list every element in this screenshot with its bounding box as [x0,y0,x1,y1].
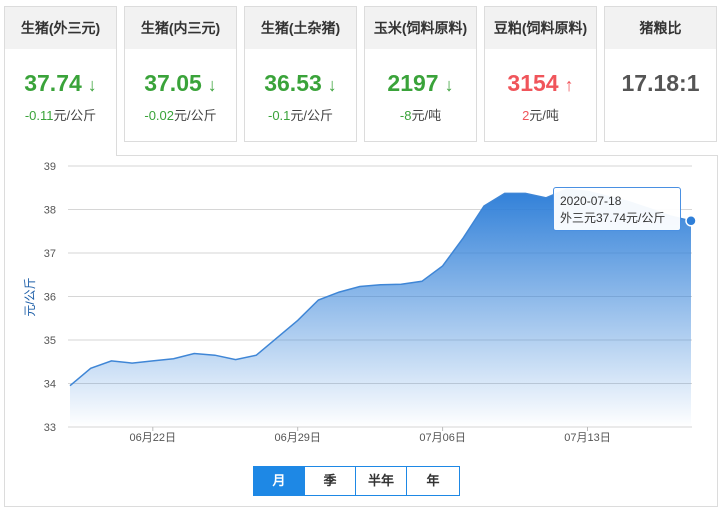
data-point[interactable] [234,358,238,362]
data-point[interactable] [213,353,217,357]
card-price-value: 37.05 [144,70,202,96]
card-change: 2元/吨 [522,108,559,123]
data-point[interactable] [482,204,486,208]
data-point[interactable] [503,191,507,195]
card-title: 生猪(土杂猪) [245,7,356,49]
y-axis-label: 元/公斤 [23,277,37,316]
card-price-value: 36.53 [264,70,322,96]
arrow-down-icon: ↓ [444,75,454,95]
price-card-0[interactable]: 生猪(外三元) 37.74 ↓ -0.11元/公斤 [4,6,117,156]
chart-tooltip: 2020-07-18 外三元37.74元/公斤 [553,187,681,231]
card-title: 豆粕(饲料原料) [485,7,596,49]
tooltip-date: 2020-07-18 [560,194,622,208]
arrow-up-icon: ↑ [564,75,574,95]
range-tab-0[interactable]: 月 [254,467,305,495]
x-tick-label: 07月06日 [419,432,465,444]
y-tick-label: 35 [44,335,56,347]
data-point[interactable] [109,359,113,363]
data-point[interactable] [296,318,300,322]
card-price: 36.53 ↓ [245,69,356,97]
card-price-value: 2197 [387,70,439,96]
card-title: 猪粮比 [605,7,716,49]
arrow-down-icon: ↓ [207,75,217,95]
arrow-down-icon: ↓ [327,75,337,95]
x-tick-label: 07月13日 [564,432,610,444]
data-point[interactable] [68,384,72,388]
range-tab-2[interactable]: 半年 [356,467,407,495]
card-change: -0.1元/公斤 [267,108,334,123]
card-price-value: 37.74 [24,70,82,96]
y-tick-label: 34 [44,379,56,391]
data-point[interactable] [523,191,527,195]
data-point[interactable] [337,290,341,294]
price-card-3[interactable]: 玉米(饲料原料) 2197 ↓ -8元/吨 [364,6,477,142]
y-tick-label: 39 [44,161,56,173]
data-point[interactable] [275,336,279,340]
price-card-1[interactable]: 生猪(内三元) 37.05 ↓ -0.02元/公斤 [124,6,237,142]
tooltip-value: 外三元37.74元/公斤 [560,211,666,225]
card-price: 37.05 ↓ [125,69,236,97]
data-point[interactable] [441,264,445,268]
data-point[interactable] [192,351,196,355]
card-change: -0.02元/公斤 [144,108,217,123]
range-tab-3[interactable]: 年 [407,467,459,495]
series-area [70,189,691,427]
y-tick-label: 36 [44,292,56,304]
price-card-2[interactable]: 生猪(土杂猪) 36.53 ↓ -0.1元/公斤 [244,6,357,142]
card-price: 2197 ↓ [365,69,476,97]
data-point[interactable] [172,357,176,361]
data-point[interactable] [420,279,424,283]
data-point[interactable] [379,283,383,287]
range-tab-1[interactable]: 季 [305,467,356,495]
y-tick-label: 38 [44,205,56,217]
arrow-down-icon: ↓ [87,75,97,95]
card-price-value: 17.18:1 [621,70,700,96]
data-point[interactable] [151,359,155,363]
data-point[interactable] [254,353,258,357]
price-card-5[interactable]: 猪粮比 17.18:1 [604,6,717,142]
data-point[interactable] [461,236,465,240]
card-title: 生猪(内三元) [125,7,236,49]
data-point[interactable] [358,284,362,288]
card-price-value: 3154 [507,70,559,96]
data-point[interactable] [399,282,403,286]
data-point[interactable] [316,298,320,302]
price-card-4[interactable]: 豆粕(饲料原料) 3154 ↑ 2元/吨 [484,6,597,142]
x-tick-label: 06月29日 [274,432,320,444]
card-price: 17.18:1 [605,69,716,97]
data-point[interactable] [544,196,548,200]
data-point[interactable] [130,361,134,365]
highlight-point [685,215,697,227]
x-tick-label: 06月22日 [130,432,176,444]
y-tick-label: 33 [44,422,56,434]
card-change: -0.11元/公斤 [24,108,97,123]
card-change: -8元/吨 [399,108,442,123]
card-price: 3154 ↑ [485,69,596,97]
data-point[interactable] [89,366,93,370]
range-tabs: 月季半年年 [253,466,460,496]
card-price: 37.74 ↓ [5,69,116,97]
card-title: 玉米(饲料原料) [365,7,476,49]
card-title: 生猪(外三元) [5,7,116,49]
y-tick-label: 37 [44,248,56,260]
